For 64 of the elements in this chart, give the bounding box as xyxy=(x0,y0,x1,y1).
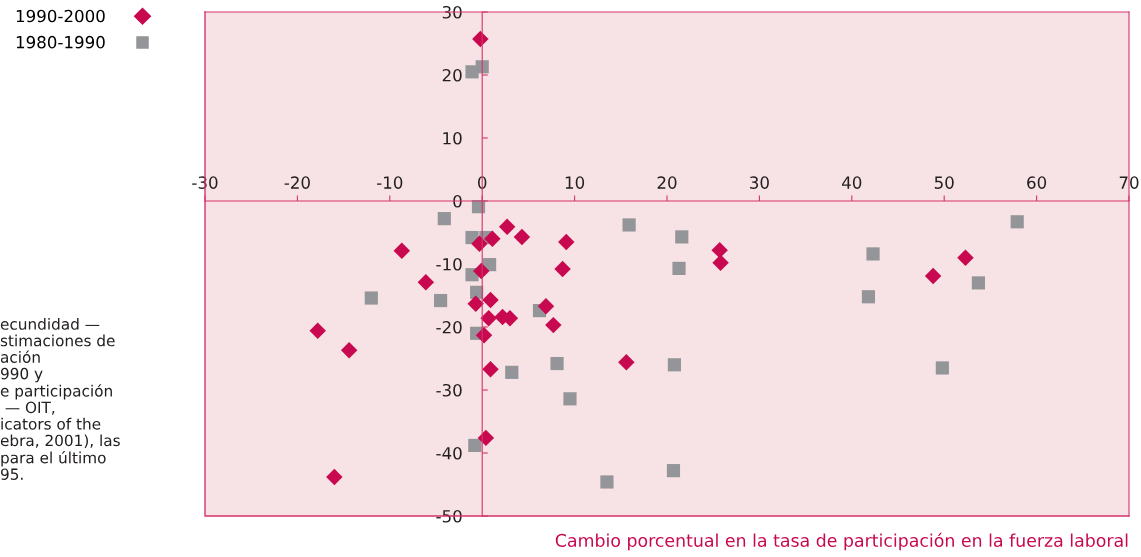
x-tick-label: 70 xyxy=(1119,176,1139,189)
x-tick-label: 10 xyxy=(565,176,585,189)
point xyxy=(434,293,448,308)
point xyxy=(417,274,435,291)
x-tick-label: 60 xyxy=(1027,176,1047,189)
point xyxy=(467,295,484,312)
point xyxy=(465,65,479,79)
point xyxy=(861,290,876,304)
point xyxy=(666,464,681,478)
point xyxy=(537,297,555,315)
point xyxy=(475,326,493,344)
point xyxy=(711,241,728,259)
point xyxy=(473,262,490,280)
point xyxy=(326,468,343,486)
point xyxy=(482,291,499,309)
x-tick-label: 50 xyxy=(934,176,954,189)
legend-label: 1980-1990 xyxy=(16,35,105,49)
point xyxy=(675,230,689,244)
x-tick-label: -10 xyxy=(377,176,403,189)
point xyxy=(393,242,411,259)
point xyxy=(480,309,497,327)
point xyxy=(866,247,880,261)
y-tick-label: -20 xyxy=(436,320,462,334)
point xyxy=(554,260,571,278)
point xyxy=(364,291,378,305)
point xyxy=(340,342,358,359)
y-tick-label: 30 xyxy=(442,5,462,19)
point xyxy=(563,392,577,406)
x-tick-label: 40 xyxy=(842,176,862,189)
y-tick-label: 0 xyxy=(453,194,462,208)
point xyxy=(667,358,681,372)
legend-label: 1990-2000 xyxy=(16,9,105,23)
point xyxy=(957,249,974,266)
point xyxy=(924,267,942,285)
point xyxy=(600,475,614,489)
x-tick-label: 30 xyxy=(750,176,769,189)
point xyxy=(622,218,636,232)
point xyxy=(309,322,326,339)
point xyxy=(618,354,635,371)
point xyxy=(558,233,575,251)
point xyxy=(484,230,501,248)
point xyxy=(477,429,495,447)
point xyxy=(935,361,949,375)
point xyxy=(971,276,985,290)
y-tick-label: -10 xyxy=(436,257,462,271)
x-tick-label: -20 xyxy=(284,176,310,189)
x-tick-label: 20 xyxy=(657,176,677,189)
point xyxy=(468,438,482,453)
point xyxy=(712,254,729,271)
point xyxy=(550,356,564,371)
y-tick-label: -30 xyxy=(436,383,462,397)
point xyxy=(498,218,516,236)
point xyxy=(505,365,519,379)
y-tick-label: -40 xyxy=(436,446,462,460)
y-tick-label: 10 xyxy=(443,131,462,145)
x-axis-title: Cambio porcentual en la tasa de participación en la fuerza laboral xyxy=(555,532,1128,551)
text: ecundidad — stimaciones de ación 990 y e participación — OIT, icators of the ebra, 2001), las para el último 95. xyxy=(0,318,120,480)
point xyxy=(513,228,531,246)
point xyxy=(672,261,686,275)
y-tick-label: 20 xyxy=(442,68,462,82)
point xyxy=(1010,215,1024,229)
point xyxy=(545,316,562,334)
point xyxy=(437,212,451,226)
point xyxy=(482,360,499,378)
